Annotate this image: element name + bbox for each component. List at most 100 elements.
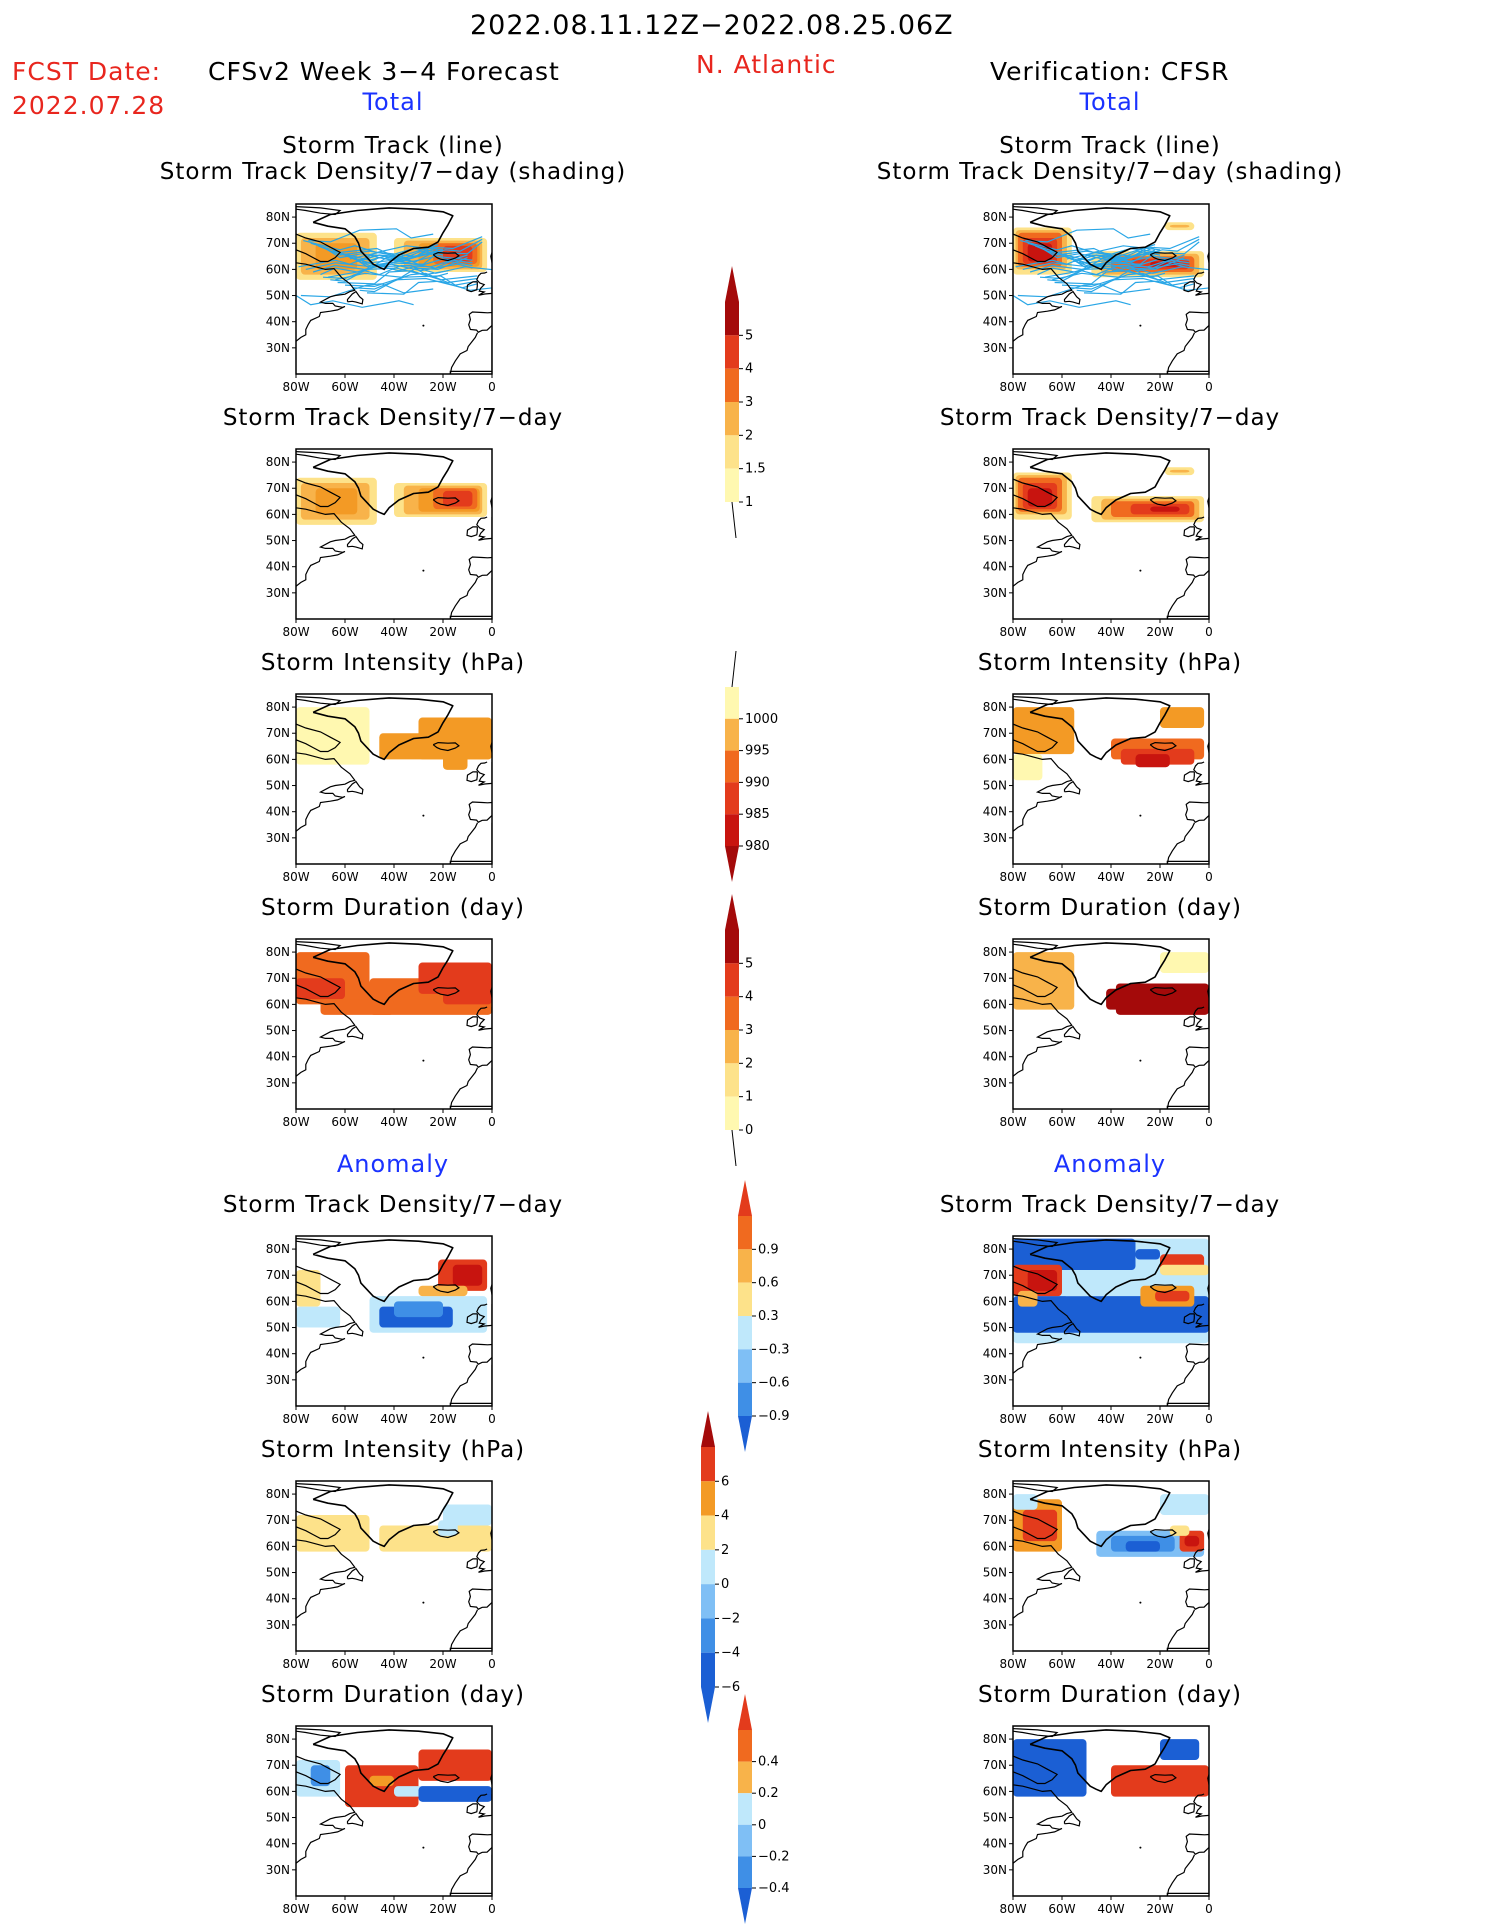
lon-tick-label: 60W — [1048, 1657, 1075, 1671]
lon-tick-label: 60W — [331, 1412, 358, 1426]
colorbar-segment — [701, 1549, 715, 1585]
coastline — [1185, 801, 1209, 823]
coastline — [466, 1558, 478, 1570]
shading-cell — [1160, 707, 1205, 728]
storm-track-line — [347, 255, 473, 269]
lon-tick-label: 80W — [282, 870, 309, 884]
lon-tick-label: 20W — [1146, 625, 1173, 639]
colorbar-label: −0.6 — [758, 1376, 790, 1391]
lon-tick-label: 40W — [380, 1902, 407, 1916]
lon-tick-label: 60W — [1048, 1902, 1075, 1916]
coastline — [1013, 1755, 1059, 1785]
shading-cell — [1027, 243, 1053, 262]
title-right-duration: Storm Duration (day) — [978, 895, 1242, 921]
lat-tick-label: 80N — [266, 210, 290, 224]
colorbar-segment — [738, 1349, 752, 1383]
lat-tick-label: 70N — [983, 1268, 1007, 1282]
coastline — [296, 451, 342, 461]
coastline — [1185, 1833, 1209, 1855]
lon-tick-label: 60W — [1048, 870, 1075, 884]
shading-cell — [443, 490, 473, 507]
lat-tick-label: 40N — [983, 1347, 1007, 1361]
colorbar-segment — [725, 996, 739, 1030]
lon-tick-label: 60W — [331, 380, 358, 394]
colorbar-label: 1 — [745, 495, 753, 510]
colorbar-segment — [725, 1030, 739, 1064]
lat-tick-label: 40N — [983, 1837, 1007, 1851]
shading-cell — [418, 1786, 492, 1802]
lat-tick-label: 30N — [266, 586, 290, 600]
coastline — [1013, 1294, 1073, 1374]
colorbar-label: 3 — [745, 1023, 753, 1038]
colorbar-segment — [738, 1216, 752, 1250]
shading-cell — [443, 1504, 492, 1526]
coastline — [1013, 478, 1059, 508]
map-panel-forecast-3: 80N 70N 60N 50N 40N 30N 80W 60W 40W 20W 0 — [266, 693, 496, 884]
colorbar-label: 1.5 — [745, 462, 766, 477]
lat-tick-label: 40N — [266, 560, 290, 574]
coastline — [1013, 1483, 1059, 1493]
colorbar-intensity-total: 1000 995 990 985 980 — [725, 650, 778, 882]
lon-tick-label: 0 — [1205, 1902, 1213, 1916]
shading-cell — [1022, 1509, 1058, 1542]
colorbar-segment — [725, 718, 739, 751]
coastline — [466, 526, 478, 538]
coastline — [296, 1294, 356, 1374]
lon-tick-label: 60W — [331, 625, 358, 639]
lat-tick-label: 30N — [266, 1076, 290, 1090]
coastline — [468, 1046, 492, 1068]
storm-track-line — [312, 249, 439, 273]
title-left-duration: Storm Duration (day) — [261, 895, 525, 921]
greenland-outline — [312, 942, 454, 1006]
lat-tick-label: 40N — [266, 805, 290, 819]
coastline — [1149, 741, 1177, 752]
lon-tick-label: 20W — [429, 380, 456, 394]
colorbar-label: −2 — [721, 1611, 740, 1626]
coastline — [1193, 761, 1209, 786]
coastline — [296, 968, 342, 998]
title-right-duration-anom: Storm Duration (day) — [978, 1682, 1242, 1708]
lat-tick-label: 60N — [266, 262, 290, 276]
lat-tick-label: 30N — [983, 1373, 1007, 1387]
coastline — [1166, 1609, 1209, 1651]
colorbar-label: −0.2 — [758, 1849, 790, 1864]
azores-dot — [1139, 569, 1142, 572]
colorbar-segment — [725, 335, 739, 369]
lon-tick-label: 20W — [1146, 1115, 1173, 1129]
storm-track-line — [1013, 294, 1131, 308]
colorbar-label: 990 — [745, 775, 770, 790]
greenland-outline — [1029, 452, 1171, 516]
coastline — [476, 1548, 492, 1573]
shading-cell — [369, 1775, 394, 1787]
lat-tick-label: 40N — [983, 805, 1007, 819]
colorbar-segment — [725, 1096, 739, 1130]
lat-tick-label: 40N — [266, 1592, 290, 1606]
lat-tick-label: 80N — [266, 1242, 290, 1256]
storm-track-line — [339, 253, 473, 267]
lat-tick-label: 50N — [983, 1024, 1007, 1038]
coastline — [1063, 1322, 1081, 1337]
lon-tick-label: 0 — [488, 1657, 496, 1671]
lon-tick-label: 60W — [331, 1657, 358, 1671]
lon-tick-label: 20W — [429, 1902, 456, 1916]
lat-tick-label: 80N — [266, 455, 290, 469]
coastline — [432, 1773, 460, 1784]
title-left-intensity: Storm Intensity (hPa) — [260, 650, 526, 676]
coastline — [432, 986, 460, 997]
lat-tick-label: 50N — [266, 289, 290, 303]
storm-track-line — [359, 277, 478, 293]
lon-tick-label: 20W — [1146, 1657, 1173, 1671]
lon-tick-label: 40W — [380, 1412, 407, 1426]
coastline — [1166, 822, 1209, 864]
lat-tick-label: 70N — [266, 726, 290, 740]
coastline — [1013, 1784, 1073, 1864]
title-right-track-line: Storm Track (line) — [999, 133, 1221, 159]
lat-tick-label: 40N — [983, 315, 1007, 329]
lat-tick-label: 60N — [266, 752, 290, 766]
coastline — [296, 1238, 342, 1248]
shading-cell — [1160, 1494, 1209, 1515]
colorbar-label: 0.4 — [758, 1755, 779, 1770]
lon-tick-label: 0 — [488, 1902, 496, 1916]
title-right-density: Storm Track Density/7−day — [939, 405, 1281, 431]
coastline — [468, 801, 492, 823]
